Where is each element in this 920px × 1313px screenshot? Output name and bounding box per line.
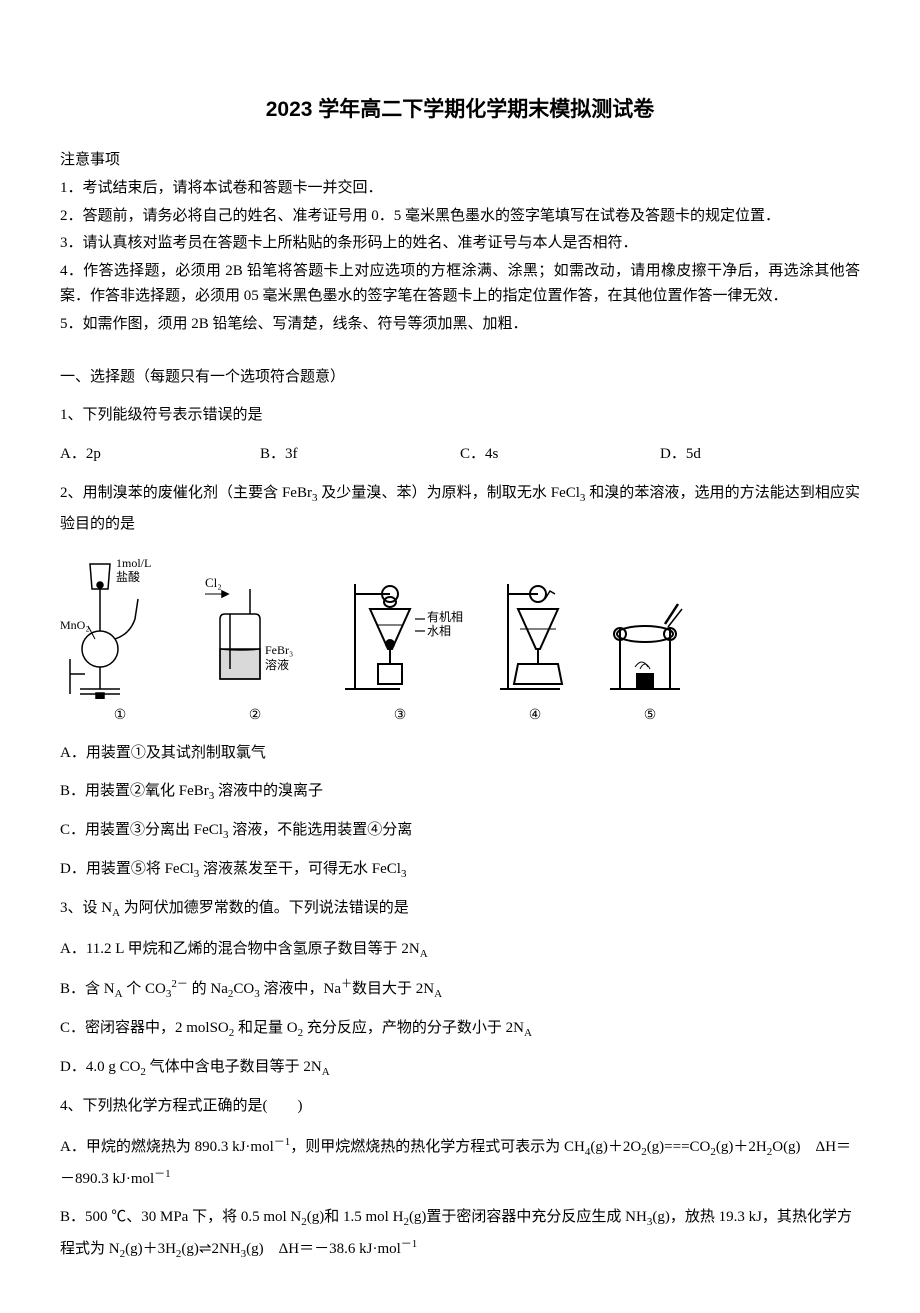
q1-optC: C．4s <box>460 440 660 469</box>
q3-optC: C．密闭容器中，2 molSO2 和足量 O2 充分反应，产物的分子数小于 2N… <box>60 1013 860 1044</box>
apparatus-icon: 1mol/L 盐酸 MnO₂ <box>60 549 180 699</box>
opt-text: D．用装置⑤将 FeCl <box>60 861 194 877</box>
opt-text: (g)===CO <box>647 1139 711 1155</box>
q2-optB: B．用装置②氧化 FeBr3 溶液中的溴离子 <box>60 776 860 807</box>
opt-text: 气体中含电子数目等于 2N <box>146 1059 322 1075</box>
diagram-1: 1mol/L 盐酸 MnO₂ ① <box>60 549 180 730</box>
opt-text: 个 CO <box>123 981 166 997</box>
sup: 2－ <box>171 978 188 990</box>
apparatus-icon: Cl₂ FeBr₃ 溶液 <box>200 569 310 699</box>
notice-header: 注意事项 <box>60 146 860 175</box>
opt-text: D．4.0 g CO <box>60 1059 140 1075</box>
apparatus-icon <box>490 569 580 699</box>
diagram-5: ⑤ <box>600 589 700 730</box>
diagram-2: Cl₂ FeBr₃ 溶液 ② <box>200 569 310 730</box>
opt-text: (g) ΔH＝－38.6 kJ·mol <box>246 1241 401 1257</box>
opt-text: 数目大于 2N <box>352 981 434 997</box>
diagram-label-text: 水相 <box>427 624 451 638</box>
opt-text: C．用装置③分离出 FeCl <box>60 822 223 838</box>
q1-stem: 1、下列能级符号表示错误的是 <box>60 400 860 430</box>
sub: A <box>112 907 120 919</box>
diagram-number: ② <box>249 703 262 730</box>
opt-text: 的 Na <box>188 981 228 997</box>
opt-text: 溶液中的溴离子 <box>214 783 323 799</box>
sub: A <box>420 948 428 960</box>
opt-text: 溶液，不能选用装置④分离 <box>228 822 412 838</box>
diagram-label-text: 1mol/L <box>116 556 151 570</box>
section-header: 一、选择题（每题只有一个选项符合题意） <box>60 363 860 392</box>
q2-optC: C．用装置③分离出 FeCl3 溶液，不能选用装置④分离 <box>60 815 860 846</box>
q2-stem: 2、用制溴苯的废催化剂（主要含 FeBr3 及少量溴、苯）为原料，制取无水 Fe… <box>60 478 860 539</box>
opt-text: B．500 ℃、30 MPa 下，将 0.5 mol N <box>60 1209 301 1225</box>
q3-optD: D．4.0 g CO2 气体中含电子数目等于 2NA <box>60 1052 860 1083</box>
diagram-number: ① <box>114 703 127 730</box>
opt-text: ，则甲烷燃烧热的热化学方程式可表示为 CH <box>290 1139 585 1155</box>
opt-text: (g)＋3H <box>125 1241 176 1257</box>
diagram-number: ④ <box>529 703 542 730</box>
notice-item: 2．答题前，请务必将自己的姓名、准考证号用 0．5 毫米黑色墨水的签字笔填写在试… <box>60 204 860 230</box>
sup: －1 <box>154 1168 171 1180</box>
q4-stem: 4、下列热化学方程式正确的是( ) <box>60 1091 860 1121</box>
q3-optA: A．11.2 L 甲烷和乙烯的混合物中含氢原子数目等于 2NA <box>60 934 860 965</box>
sup: －1 <box>401 1238 418 1250</box>
opt-text: 溶液中，Na <box>260 981 341 997</box>
diagram-number: ⑤ <box>644 703 657 730</box>
diagram-label-text: FeBr₃ <box>265 643 293 657</box>
q2-stem-text: 2、用制溴苯的废催化剂（主要含 FeBr <box>60 485 312 501</box>
diagram-label-text: 盐酸 <box>116 569 140 584</box>
q3-stem: 3、设 NA 为阿伏加德罗常数的值。下列说法错误的是 <box>60 893 860 924</box>
opt-text: CO <box>233 981 254 997</box>
q4-optA: A．甲烷的燃烧热为 890.3 kJ·mol－1，则甲烷燃烧热的热化学方程式可表… <box>60 1131 860 1194</box>
apparatus-icon: 有机相 水相 <box>330 569 470 699</box>
notice-item: 4．作答选择题，必须用 2B 铅笔将答题卡上对应选项的方框涂满、涂黑；如需改动，… <box>60 259 860 310</box>
opt-text: A．甲烷的燃烧热为 890.3 kJ·mol <box>60 1139 274 1155</box>
diagram-label-text: 有机相 <box>427 610 463 624</box>
q3-optB: B．含 NA 个 CO32－ 的 Na2CO3 溶液中，Na＋数目大于 2NA <box>60 973 860 1005</box>
diagram-label-text: 溶液 <box>265 657 289 672</box>
q2-diagrams: 1mol/L 盐酸 MnO₂ ① Cl₂ FeBr₃ 溶液 ② <box>60 549 860 730</box>
q2-optD: D．用装置⑤将 FeCl3 溶液蒸发至干，可得无水 FeCl3 <box>60 854 860 885</box>
opt-text: C．密闭容器中，2 molSO <box>60 1020 229 1036</box>
notice-item: 1．考试结束后，请将本试卷和答题卡一并交回． <box>60 176 860 202</box>
opt-text: (g)置于密闭容器中充分反应生成 NH <box>409 1209 647 1225</box>
q1-optA: A．2p <box>60 440 260 469</box>
diagram-label-text: Cl₂ <box>205 575 222 590</box>
page-title: 2023 学年高二下学期化学期末模拟测试卷 <box>60 90 860 130</box>
sub: A <box>434 988 442 1000</box>
notice-item: 5．如需作图，须用 2B 铅笔绘、写清楚，线条、符号等须加黑、加粗． <box>60 312 860 338</box>
opt-text: (g)＋2O <box>590 1139 641 1155</box>
opt-text: A．11.2 L 甲烷和乙烯的混合物中含氢原子数目等于 2N <box>60 941 420 957</box>
q2-optA: A．用装置①及其试剂制取氯气 <box>60 738 860 768</box>
opt-text: B．含 N <box>60 981 115 997</box>
sub: A <box>322 1066 330 1078</box>
diagram-number: ③ <box>394 703 407 730</box>
sup: －1 <box>274 1136 291 1148</box>
opt-text: (g)⇌2NH <box>181 1241 240 1257</box>
opt-text: B．用装置②氧化 FeBr <box>60 783 209 799</box>
diagram-4: ④ <box>490 569 580 730</box>
q4-optB: B．500 ℃、30 MPa 下，将 0.5 mol N2(g)和 1.5 mo… <box>60 1202 860 1265</box>
q3-stem-text: 3、设 N <box>60 900 112 916</box>
diagram-3: 有机相 水相 ③ <box>330 569 470 730</box>
sub: 3 <box>401 868 407 880</box>
opt-text: 充分反应，产物的分子数小于 2N <box>303 1020 524 1036</box>
opt-text: 和足量 O <box>234 1020 297 1036</box>
q2-stem-text: 及少量溴、苯）为原料，制取无水 FeCl <box>317 485 579 501</box>
q1-optD: D．5d <box>660 440 860 469</box>
opt-text: 溶液蒸发至干，可得无水 FeCl <box>199 861 401 877</box>
notice-item: 3．请认真核对监考员在答题卡上所粘贴的条形码上的姓名、准考证号与本人是否相符． <box>60 231 860 257</box>
sub: A <box>115 988 123 1000</box>
sup: ＋ <box>341 978 352 990</box>
diagram-label-text: MnO₂ <box>60 618 90 632</box>
opt-text: (g)和 1.5 mol H <box>307 1209 404 1225</box>
opt-text: (g)＋2H <box>716 1139 767 1155</box>
q1-optB: B．3f <box>260 440 460 469</box>
apparatus-icon <box>600 589 700 699</box>
sub: A <box>524 1027 532 1039</box>
q1-options: A．2p B．3f C．4s D．5d <box>60 440 860 469</box>
q3-stem-text: 为阿伏加德罗常数的值。下列说法错误的是 <box>120 900 409 916</box>
